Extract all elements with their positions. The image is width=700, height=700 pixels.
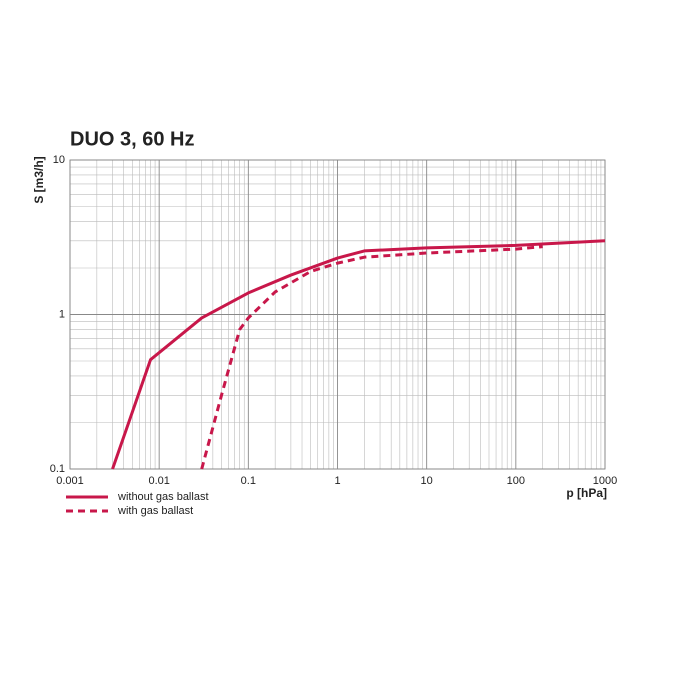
y-axis-label: S [m3/h] xyxy=(32,156,46,203)
x-tick-label: 1000 xyxy=(593,475,617,487)
x-tick-label: 0.001 xyxy=(56,475,84,487)
y-tick-label: 1 xyxy=(59,308,65,320)
x-tick-label: 0.01 xyxy=(148,475,169,487)
x-tick-label: 10 xyxy=(421,475,433,487)
y-tick-label: 10 xyxy=(53,154,65,166)
series-line xyxy=(111,239,606,470)
x-tick-label: 1 xyxy=(334,475,340,487)
x-axis-label: p [hPa] xyxy=(566,486,607,500)
x-tick-label: 0.1 xyxy=(241,475,256,487)
legend-label: with gas ballast xyxy=(117,505,193,517)
y-tick-label: 0.1 xyxy=(50,463,65,475)
x-tick-label: 100 xyxy=(507,475,525,487)
legend-label: without gas ballast xyxy=(117,491,209,503)
series-line xyxy=(200,245,543,470)
chart-title: DUO 3, 60 Hz xyxy=(70,128,194,150)
